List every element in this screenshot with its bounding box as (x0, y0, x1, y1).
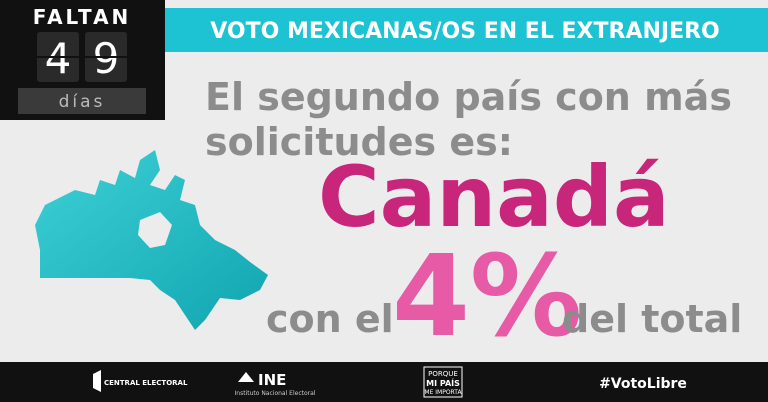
banner (165, 8, 768, 52)
hudson-bay (138, 212, 172, 248)
unit-box (18, 88, 146, 114)
campaign-line: MI PAÍS (426, 377, 460, 388)
ine-icon (238, 372, 254, 382)
headline-line: solicitudes es: (205, 120, 513, 164)
campaign-line: PORQUE (428, 370, 458, 378)
campaign-box (423, 366, 463, 398)
footer (0, 362, 768, 402)
share-suffix: del total (562, 297, 742, 341)
countdown-label: FALTAN (33, 5, 132, 29)
headline-line: El segundo país con más (205, 75, 732, 119)
share-prefix: con el (266, 297, 394, 341)
banner-title: VOTO MEXICANAS/OS EN EL EXTRANJERO (210, 19, 720, 44)
countdown-digit: 9 (93, 34, 120, 83)
countdown-digit: 4 (45, 34, 72, 83)
ine-name: Instituto Nacional Electoral (235, 390, 316, 397)
campaign-line: ME IMPORTA (424, 389, 462, 396)
share-value: 4% (392, 232, 582, 362)
ine: INE (258, 371, 286, 389)
central-electoral-icon (93, 370, 101, 392)
hashtag: #VotoLibre (599, 376, 687, 392)
country: Canadá (318, 148, 670, 246)
central-electoral: CENTRAL ELECTORAL (104, 379, 188, 387)
countdown-unit: días (59, 92, 106, 112)
